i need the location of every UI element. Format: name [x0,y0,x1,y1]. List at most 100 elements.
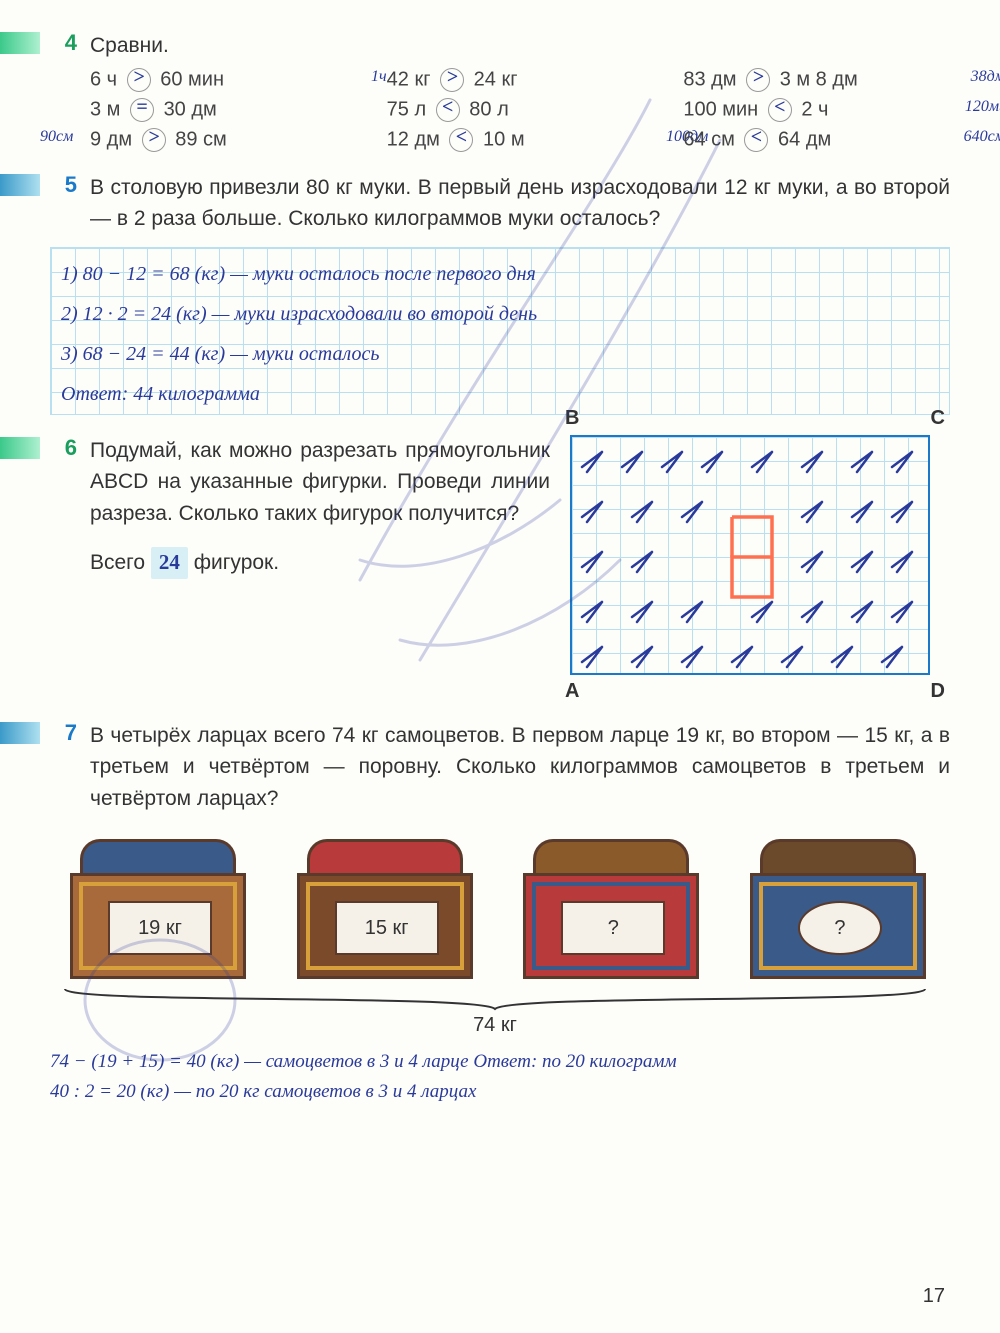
lhs: 42 кг [387,68,431,90]
comp-cell: 90см 9 дм > 89 см [90,128,357,152]
chest-2: 15 кг [287,829,477,979]
comp-cell: 3 м = 30 дм [90,98,357,122]
lhs: 75 л [387,98,426,120]
task-tab [0,437,40,459]
solution-line: 3) 68 − 24 = 44 (кг) — муки осталось [61,334,939,374]
corner-label-C: C [931,407,945,430]
op-circle: > [127,68,151,92]
chest-label: 19 кг [108,901,212,955]
task-tab [0,722,40,744]
op-circle: < [449,128,473,152]
cut-lines-svg [572,437,932,677]
note: 38дм [971,68,1000,86]
corner-label-D: D [931,680,945,703]
lhs: 100 мин [683,98,758,120]
task-tab [0,32,40,54]
chest-1: 19 кг [60,829,250,979]
op-circle: > [440,68,464,92]
op-sym: = [131,97,153,117]
comp-cell: 75 л < 80 л [387,98,654,122]
task-4: 4 Сравни. 6 ч > 60 мин 1ч 42 кг > 24 кг … [50,30,950,152]
task-number: 5 [40,172,85,198]
chest-3: ? [513,829,703,979]
lhs: 6 ч [90,68,117,90]
rhs: 89 см [175,128,227,150]
task-7: 7 В четырёх ларцах всего 74 кг самоцвето… [50,720,950,1108]
note-left: 90см [40,128,73,146]
page-number: 17 [923,1285,945,1308]
chests-row: 19 кг 15 кг ? [60,829,930,979]
total-post: фигурок. [194,551,279,574]
corner-label-A: A [565,680,579,703]
rhs: 30 дм [164,98,217,120]
op-circle: < [744,128,768,152]
solution-line: 2) 12 · 2 = 24 (кг) — муки израсходовали… [61,294,939,334]
task-text: В столовую привезли 80 кг муки. В первый… [90,172,950,235]
op-sym: < [437,97,459,117]
brace-label: 74 кг [60,1014,930,1037]
task-6: 6 Подумай, как можно разрезать прямоугол… [50,435,950,675]
brace-svg [60,984,930,1014]
chest-label: ? [561,901,665,955]
underbrace: 74 кг [60,984,930,1037]
op-sym: < [745,127,767,147]
workbook-page: 4 Сравни. 6 ч > 60 мин 1ч 42 кг > 24 кг … [0,0,1000,1333]
note: 120мин [965,98,1000,116]
op-circle: > [142,128,166,152]
chest-body: 15 кг [297,873,473,979]
chest-body: ? [523,873,699,979]
op-circle: = [130,98,154,122]
op-sym: > [747,67,769,87]
comp-cell: 12 дм < 10 м 100дм [387,128,654,152]
chest-body: ? [750,873,926,979]
comp-cell: 6 ч > 60 мин 1ч [90,68,357,92]
corner-label-B: B [565,407,579,430]
rhs: 2 ч [801,98,828,120]
rhs: 10 м [483,128,525,150]
lhs: 9 дм [90,128,132,150]
task-number: 7 [40,720,85,746]
op-circle: < [436,98,460,122]
lhs: 3 м [90,98,120,120]
chest-4: ? [740,829,930,979]
total-line: Всего 24 фигурок. [90,547,550,579]
lhs: 12 дм [387,128,440,150]
solution-grid: 1) 80 − 12 = 68 (кг) — муки осталось пос… [50,247,950,415]
task-title: Сравни. [90,30,950,62]
total-count: 24 [151,547,188,579]
rhs: 64 дм [778,128,831,150]
comparison-grid: 6 ч > 60 мин 1ч 42 кг > 24 кг 83 дм > 3 … [90,68,950,152]
solution-line: 74 − (19 + 15) = 40 (кг) — самоцветов в … [50,1047,950,1077]
rhs: 80 л [469,98,508,120]
solution-line: 1) 80 − 12 = 68 (кг) — муки осталось пос… [61,254,939,294]
task-text: Подумай, как можно разрезать прямоугольн… [90,435,550,530]
op-circle: < [768,98,792,122]
chest-label: ? [798,901,882,955]
total-pre: Всего [90,551,145,574]
op-sym: > [143,127,165,147]
chest-body: 19 кг [70,873,246,979]
lhs: 83 дм [683,68,736,90]
chest-label: 15 кг [335,901,439,955]
op-sym: > [441,67,463,87]
comp-cell: 64 см < 64 дм 640см [683,128,950,152]
task-number: 6 [40,435,85,461]
task-tab [0,174,40,196]
op-sym: < [450,127,472,147]
rectangle-diagram: B C [570,435,950,675]
solution-line: 40 : 2 = 20 (кг) — по 20 кг самоцветов в… [50,1077,950,1107]
solution-line: Ответ: 44 килограмма [61,374,939,414]
comp-cell: 100 мин < 2 ч 120мин [683,98,950,122]
note: 640см [964,128,1000,146]
rhs: 3 м 8 дм [780,68,858,90]
comp-cell: 42 кг > 24 кг [387,68,654,92]
rhs: 24 кг [474,68,518,90]
solution-7: 74 − (19 + 15) = 40 (кг) — самоцветов в … [50,1047,950,1107]
note: 1ч [371,68,387,86]
rhs: 60 мин [160,68,224,90]
lhs: 64 см [683,128,735,150]
task-5: 5 В столовую привезли 80 кг муки. В перв… [50,172,950,415]
comp-cell: 83 дм > 3 м 8 дм 38дм [683,68,950,92]
task-number: 4 [40,30,85,56]
op-sym: > [128,67,150,87]
